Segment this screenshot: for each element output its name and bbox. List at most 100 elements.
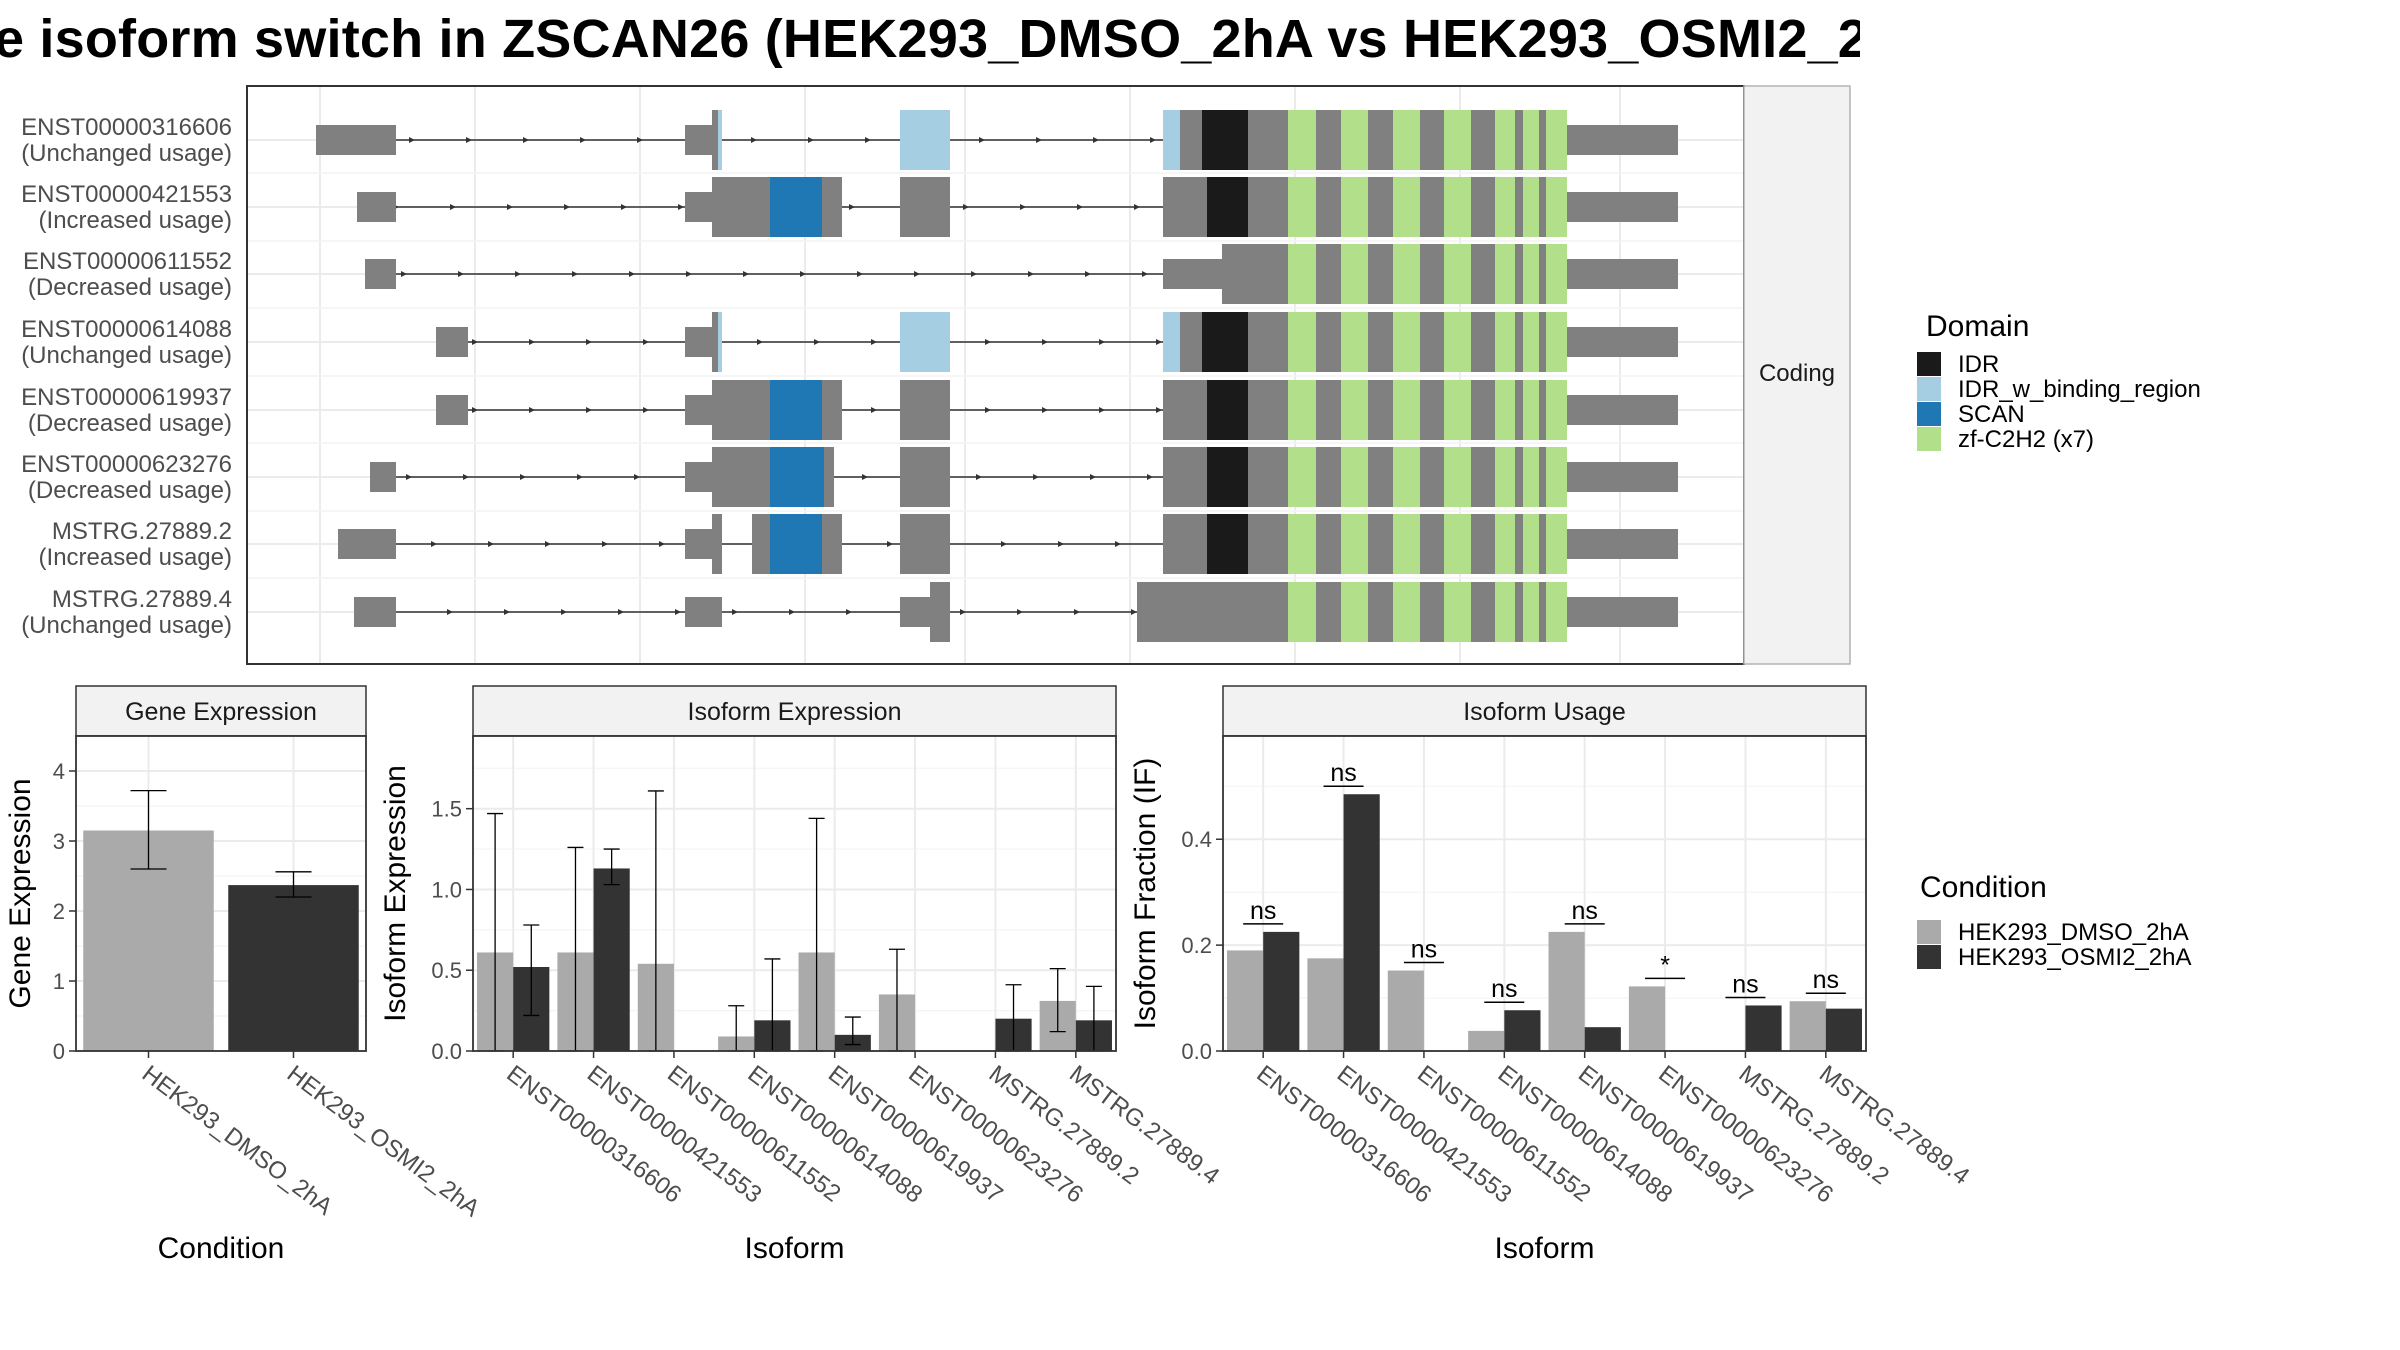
exon-segment	[685, 192, 712, 222]
exon-segment	[712, 514, 722, 574]
x-tick-label: MSTRG.27889.4	[1814, 1060, 1974, 1190]
intron-arrow	[401, 271, 407, 277]
zf-domain	[1523, 312, 1539, 372]
intron-arrow	[675, 609, 681, 615]
zf-domain	[1523, 110, 1539, 170]
zf-domain	[1523, 177, 1539, 237]
intron-arrow	[463, 474, 469, 480]
zf-domain	[1546, 177, 1567, 237]
y-tick-label: 2	[53, 899, 65, 924]
transcript-id-label: ENST00000421553	[21, 181, 232, 208]
panel-border	[1222, 735, 1867, 1052]
exon-segment	[1248, 312, 1288, 372]
domain-legend-label: IDR	[1958, 351, 1999, 378]
transcript-id-label: MSTRG.27889.4	[52, 586, 232, 613]
y-tick-label: 1.5	[431, 797, 462, 822]
transcript-usage-label: (Decreased usage)	[28, 274, 232, 301]
intron-arrow	[515, 271, 521, 277]
domain-legend-key	[1917, 402, 1941, 426]
transcript-id-label: ENST00000623276	[21, 451, 232, 478]
zf-domain	[1341, 244, 1368, 304]
intron-arrow	[1028, 271, 1034, 277]
transcript-usage-label: (Decreased usage)	[28, 410, 232, 437]
exon-segment	[1567, 529, 1678, 559]
intron-arrow	[887, 541, 893, 547]
exon-segment	[1207, 380, 1248, 440]
exon-segment	[685, 529, 712, 559]
bar	[1227, 950, 1264, 1051]
exon-segment	[930, 582, 950, 642]
exon-segment	[370, 462, 396, 492]
exon-segment	[685, 125, 712, 155]
exon-segment	[1288, 514, 1567, 574]
panel-title: Gene Expression	[125, 698, 317, 726]
exon-segment	[824, 447, 834, 507]
exon-segment	[1288, 447, 1567, 507]
zf-domain	[1288, 177, 1316, 237]
bar	[1548, 931, 1585, 1051]
domain-legend-label: zf-C2H2 (x7)	[1958, 426, 2094, 453]
exon-segment	[712, 177, 770, 237]
exon-segment	[354, 597, 396, 627]
transcript-structure	[436, 380, 1678, 440]
intron-arrow	[1156, 407, 1162, 413]
exon-segment	[1207, 447, 1248, 507]
exon-segment	[1288, 380, 1567, 440]
zf-domain	[1444, 582, 1471, 642]
intron-arrow	[800, 271, 806, 277]
significance-label: *	[1660, 951, 1670, 979]
intron-arrow	[857, 271, 863, 277]
exon-segment	[685, 597, 722, 627]
intron-arrow	[577, 474, 583, 480]
exon-segment	[1567, 259, 1678, 289]
exon-segment	[1163, 380, 1207, 440]
intron-arrow	[458, 271, 464, 277]
exon-segment	[1180, 312, 1202, 372]
exon-segment	[1163, 312, 1180, 372]
zf-domain	[1444, 514, 1471, 574]
zf-domain	[1341, 312, 1368, 372]
exon-segment	[1163, 177, 1207, 237]
intron-arrow	[572, 271, 578, 277]
exon-segment	[1207, 514, 1248, 574]
significance-label: ns	[1732, 970, 1758, 998]
zf-domain	[1495, 110, 1515, 170]
transcript-id-label: ENST00000611552	[23, 248, 232, 275]
intron-arrow	[971, 271, 977, 277]
exon-segment	[718, 110, 722, 170]
intron-arrow	[621, 204, 627, 210]
exon-segment	[1567, 192, 1678, 222]
panel-title: Isoform Expression	[688, 698, 902, 726]
intron-arrow	[629, 271, 635, 277]
transcript-usage-label: (Decreased usage)	[28, 477, 232, 504]
transcript-usage-label: (Increased usage)	[39, 207, 232, 234]
condition-legend-label: HEK293_OSMI2_2hA	[1958, 944, 2191, 971]
intron-arrow	[466, 137, 472, 143]
exon-segment	[770, 447, 824, 507]
zf-domain	[1546, 380, 1567, 440]
zf-domain	[1495, 380, 1515, 440]
zf-domain	[1341, 177, 1368, 237]
zf-domain	[1444, 380, 1471, 440]
transcript-usage-label: (Unchanged usage)	[21, 140, 232, 167]
intron-arrow	[1150, 137, 1156, 143]
exon-segment	[1248, 447, 1288, 507]
intron-arrow	[431, 541, 437, 547]
exon-segment	[822, 177, 842, 237]
exon-segment	[1163, 514, 1207, 574]
condition-legend-key	[1917, 920, 1941, 944]
y-tick-label: 3	[53, 829, 65, 854]
bar	[1628, 986, 1666, 1051]
intron-arrow	[1131, 609, 1137, 615]
zf-domain	[1523, 380, 1539, 440]
exon-segment	[770, 514, 822, 574]
exon-segment	[900, 514, 950, 574]
intron-arrow	[507, 204, 513, 210]
exon-segment	[436, 327, 468, 357]
structure-row-labels: ENST00000316606(Unchanged usage)ENST0000…	[21, 114, 232, 639]
bar	[1263, 931, 1300, 1051]
exon-segment	[316, 125, 396, 155]
transcript-structure	[436, 312, 1678, 372]
